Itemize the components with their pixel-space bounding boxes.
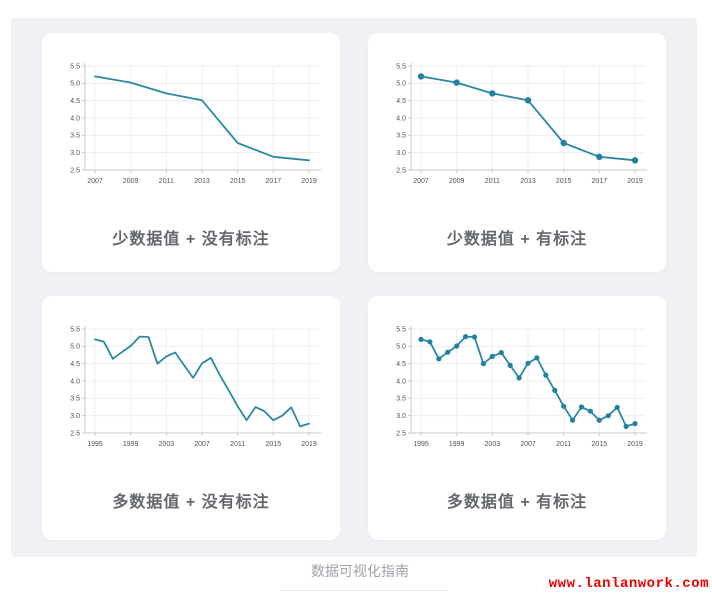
svg-text:2.5: 2.5	[70, 167, 80, 174]
svg-text:2007: 2007	[413, 178, 429, 185]
svg-text:5.5: 5.5	[396, 63, 406, 70]
chart-card-few-values-with-labels: 5.5 5.0 4.5 4.0 3.5 3.0 2.5 2007 2009 2011 2013 201…	[368, 33, 666, 272]
svg-text:4.0: 4.0	[396, 378, 406, 385]
svg-text:1999: 1999	[449, 441, 465, 448]
svg-text:2003: 2003	[485, 441, 501, 448]
line-chart-many-values-no-labels: 5.5 5.0 4.5 4.0 3.5 3.0 2.5 1995 1999 2003 2007 201…	[70, 326, 321, 448]
svg-text:2007: 2007	[194, 441, 210, 448]
svg-text:2009: 2009	[449, 178, 465, 185]
svg-text:4.0: 4.0	[396, 115, 406, 122]
svg-text:3.5: 3.5	[70, 133, 80, 140]
svg-text:3.0: 3.0	[70, 413, 80, 420]
footer-divider	[280, 590, 448, 591]
svg-text:5.5: 5.5	[70, 63, 80, 70]
svg-text:2007: 2007	[87, 178, 103, 185]
svg-text:2019: 2019	[627, 441, 643, 448]
svg-text:2.5: 2.5	[396, 167, 406, 174]
svg-text:2009: 2009	[123, 178, 139, 185]
svg-text:2015: 2015	[592, 441, 608, 448]
chart-caption-many-values-no-labels: 多数据值 + 没有标注	[112, 494, 270, 511]
svg-text:2017: 2017	[266, 178, 282, 185]
svg-text:4.5: 4.5	[396, 98, 406, 105]
page-title: 数据可视化指南	[311, 563, 409, 579]
chart-caption-few-values-no-labels: 少数据值 + 没有标注	[112, 231, 270, 248]
svg-text:2015: 2015	[230, 178, 246, 185]
svg-text:2011: 2011	[556, 441, 571, 448]
svg-text:2011: 2011	[159, 178, 174, 185]
svg-text:2013: 2013	[194, 178, 210, 185]
svg-text:3.0: 3.0	[396, 413, 406, 420]
svg-text:1995: 1995	[413, 441, 429, 448]
svg-text:2017: 2017	[592, 178, 608, 185]
svg-text:2.5: 2.5	[396, 430, 406, 437]
svg-text:4.5: 4.5	[396, 361, 406, 368]
chart-card-few-values-no-labels: 5.5 5.0 4.5 4.0 3.5 3.0 2.5 2007 2009 2011 2013 201…	[42, 33, 340, 272]
svg-text:2011: 2011	[485, 178, 500, 185]
svg-text:4.0: 4.0	[70, 115, 80, 122]
charts-panel: 5.5 5.0 4.5 4.0 3.5 3.0 2.5 2007 2009 2011 2013 201…	[11, 18, 697, 557]
chart-card-many-values-no-labels: 5.5 5.0 4.5 4.0 3.5 3.0 2.5 1995 1999 2003 2007 201…	[42, 296, 340, 540]
svg-text:2015: 2015	[266, 441, 282, 448]
svg-text:5.5: 5.5	[396, 326, 406, 333]
svg-text:3.5: 3.5	[396, 396, 406, 403]
svg-text:1995: 1995	[87, 441, 103, 448]
svg-text:3.0: 3.0	[396, 150, 406, 157]
svg-text:2.5: 2.5	[70, 430, 80, 437]
svg-text:3.5: 3.5	[70, 396, 80, 403]
svg-text:2013: 2013	[520, 178, 536, 185]
chart-card-many-values-with-labels: 5.5 5.0 4.5 4.0 3.5 3.0 2.5 1995 1999 2003 2007 201…	[368, 296, 666, 540]
svg-text:5.0: 5.0	[70, 81, 80, 88]
svg-text:4.5: 4.5	[70, 98, 80, 105]
watermark-url: www.lanlanwork.com	[548, 576, 709, 592]
svg-text:1999: 1999	[123, 441, 139, 448]
line-chart-few-values-with-labels: 5.5 5.0 4.5 4.0 3.5 3.0 2.5 2007 2009 2011 2013 201…	[396, 63, 647, 185]
svg-text:2003: 2003	[159, 441, 175, 448]
svg-text:3.5: 3.5	[396, 133, 406, 140]
line-chart-few-values-no-labels: 5.5 5.0 4.5 4.0 3.5 3.0 2.5 2007 2009 2011 2013 201…	[70, 63, 321, 185]
chart-caption-many-values-with-labels: 多数据值 + 有标注	[446, 494, 588, 511]
svg-text:4.0: 4.0	[70, 378, 80, 385]
svg-text:5.0: 5.0	[396, 81, 406, 88]
svg-text:5.5: 5.5	[70, 326, 80, 333]
svg-text:5.0: 5.0	[396, 344, 406, 351]
svg-text:2019: 2019	[301, 178, 317, 185]
chart-caption-few-values-with-labels: 少数据值 + 有标注	[446, 231, 588, 248]
svg-text:2007: 2007	[520, 441, 536, 448]
svg-text:3.0: 3.0	[70, 150, 80, 157]
svg-text:2011: 2011	[230, 441, 245, 448]
svg-text:5.0: 5.0	[70, 344, 80, 351]
svg-text:2019: 2019	[301, 441, 317, 448]
svg-text:2019: 2019	[627, 178, 643, 185]
svg-text:4.5: 4.5	[70, 361, 80, 368]
line-chart-many-values-with-labels: 5.5 5.0 4.5 4.0 3.5 3.0 2.5 1995 1999 2003 2007 201…	[396, 326, 647, 448]
svg-text:2015: 2015	[556, 178, 572, 185]
